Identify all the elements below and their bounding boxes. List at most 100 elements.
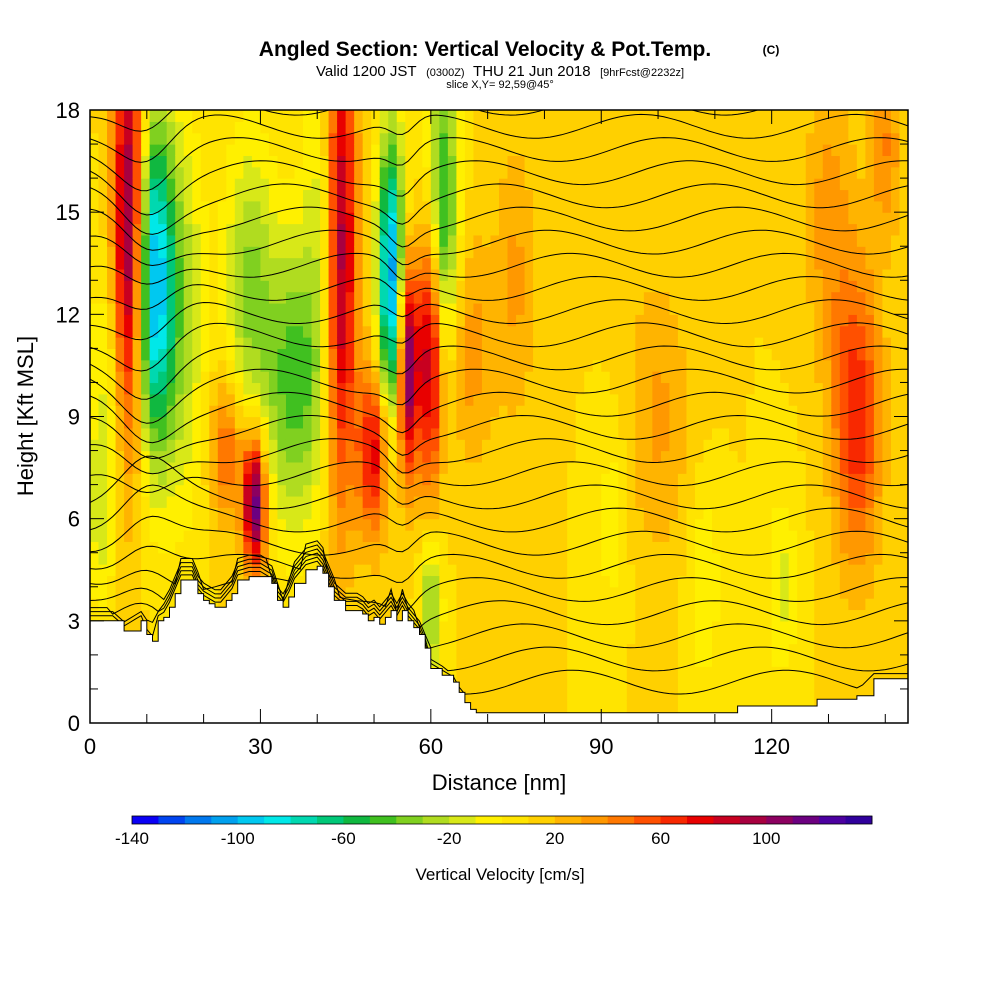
velocity-cell (609, 632, 619, 645)
velocity-cell (115, 110, 125, 122)
velocity-cell (754, 586, 764, 599)
velocity-cell (865, 166, 875, 179)
velocity-cell (439, 132, 449, 145)
velocity-cell (388, 484, 398, 497)
velocity-cell (805, 257, 815, 270)
velocity-cell (251, 337, 262, 349)
velocity-cell (703, 325, 713, 338)
velocity-cell (567, 654, 577, 667)
velocity-cell (294, 280, 304, 293)
velocity-cell (652, 473, 662, 486)
velocity-cell (473, 393, 483, 406)
velocity-cell (192, 507, 202, 520)
velocity-cell (567, 405, 577, 418)
velocity-cell (814, 110, 824, 122)
velocity-cell (780, 677, 790, 690)
velocity-cell (601, 586, 611, 599)
velocity-cell (320, 223, 330, 236)
velocity-cell (183, 382, 193, 395)
velocity-cell (354, 484, 364, 497)
velocity-cell (507, 484, 517, 497)
velocity-cell (584, 609, 594, 622)
velocity-cell (575, 291, 585, 304)
velocity-cell (609, 654, 619, 667)
velocity-cell (447, 166, 457, 179)
velocity-cell (303, 473, 313, 486)
velocity-cell (780, 473, 790, 486)
velocity-cell (226, 416, 236, 429)
velocity-cell (643, 473, 653, 486)
velocity-cell (379, 495, 389, 508)
velocity-cell (490, 552, 500, 565)
velocity-cell (652, 348, 662, 361)
velocity-cell (490, 325, 500, 338)
velocity-cell (558, 178, 568, 191)
velocity-cell (737, 405, 747, 418)
velocity-cell (533, 144, 543, 157)
velocity-cell (124, 200, 134, 213)
velocity-cell (320, 450, 330, 463)
velocity-cell (686, 666, 696, 679)
velocity-cell (354, 325, 364, 338)
velocity-cell (413, 302, 423, 315)
velocity-cell (686, 688, 696, 701)
velocity-cell (294, 564, 304, 577)
velocity-cell (209, 257, 219, 270)
velocity-cell (490, 382, 500, 395)
velocity-cell (200, 518, 210, 531)
velocity-cell (175, 586, 185, 599)
velocity-cell (584, 518, 594, 531)
velocity-cell (268, 189, 279, 202)
velocity-cell (729, 393, 739, 406)
velocity-cell (533, 620, 543, 633)
velocity-cell (158, 371, 168, 384)
velocity-cell (175, 132, 185, 145)
velocity-cell (362, 178, 372, 191)
velocity-cell (567, 473, 577, 486)
velocity-cell (550, 382, 560, 395)
velocity-cell (780, 291, 790, 304)
velocity-cell (141, 586, 151, 599)
velocity-cell (541, 121, 551, 134)
velocity-cell (490, 507, 500, 520)
velocity-cell (660, 280, 671, 293)
velocity-cell (166, 552, 176, 565)
velocity-cell (149, 564, 159, 577)
velocity-cell (439, 666, 449, 679)
velocity-cell (516, 393, 526, 406)
velocity-cell (567, 632, 577, 645)
velocity-cell (456, 257, 466, 270)
velocity-cell (464, 291, 475, 304)
velocity-cell (575, 405, 585, 418)
velocity-cell (303, 325, 313, 338)
velocity-cell (771, 257, 781, 270)
velocity-cell (183, 246, 193, 259)
velocity-cell (490, 586, 500, 599)
velocity-cell (115, 382, 125, 395)
velocity-cell (712, 223, 722, 236)
velocity-cell (729, 132, 739, 145)
velocity-cell (712, 257, 722, 270)
velocity-cell (669, 110, 679, 122)
velocity-cell (848, 121, 858, 134)
velocity-cell (533, 246, 543, 259)
velocity-cell (805, 564, 815, 577)
velocity-cell (98, 110, 108, 122)
velocity-cell (149, 144, 159, 157)
velocity-cell (132, 212, 142, 225)
velocity-cell (609, 427, 619, 440)
velocity-cell (175, 166, 185, 179)
velocity-cell (703, 257, 713, 270)
velocity-cell (677, 314, 688, 327)
velocity-cell (592, 405, 602, 418)
velocity-cell (175, 541, 185, 554)
velocity-cell (132, 257, 142, 270)
velocity-cell (524, 382, 534, 395)
velocity-cell (464, 371, 475, 384)
velocity-cell (541, 348, 551, 361)
velocity-cell (149, 291, 159, 304)
velocity-cell (405, 439, 415, 452)
velocity-cell (158, 189, 168, 202)
velocity-cell (524, 507, 534, 520)
